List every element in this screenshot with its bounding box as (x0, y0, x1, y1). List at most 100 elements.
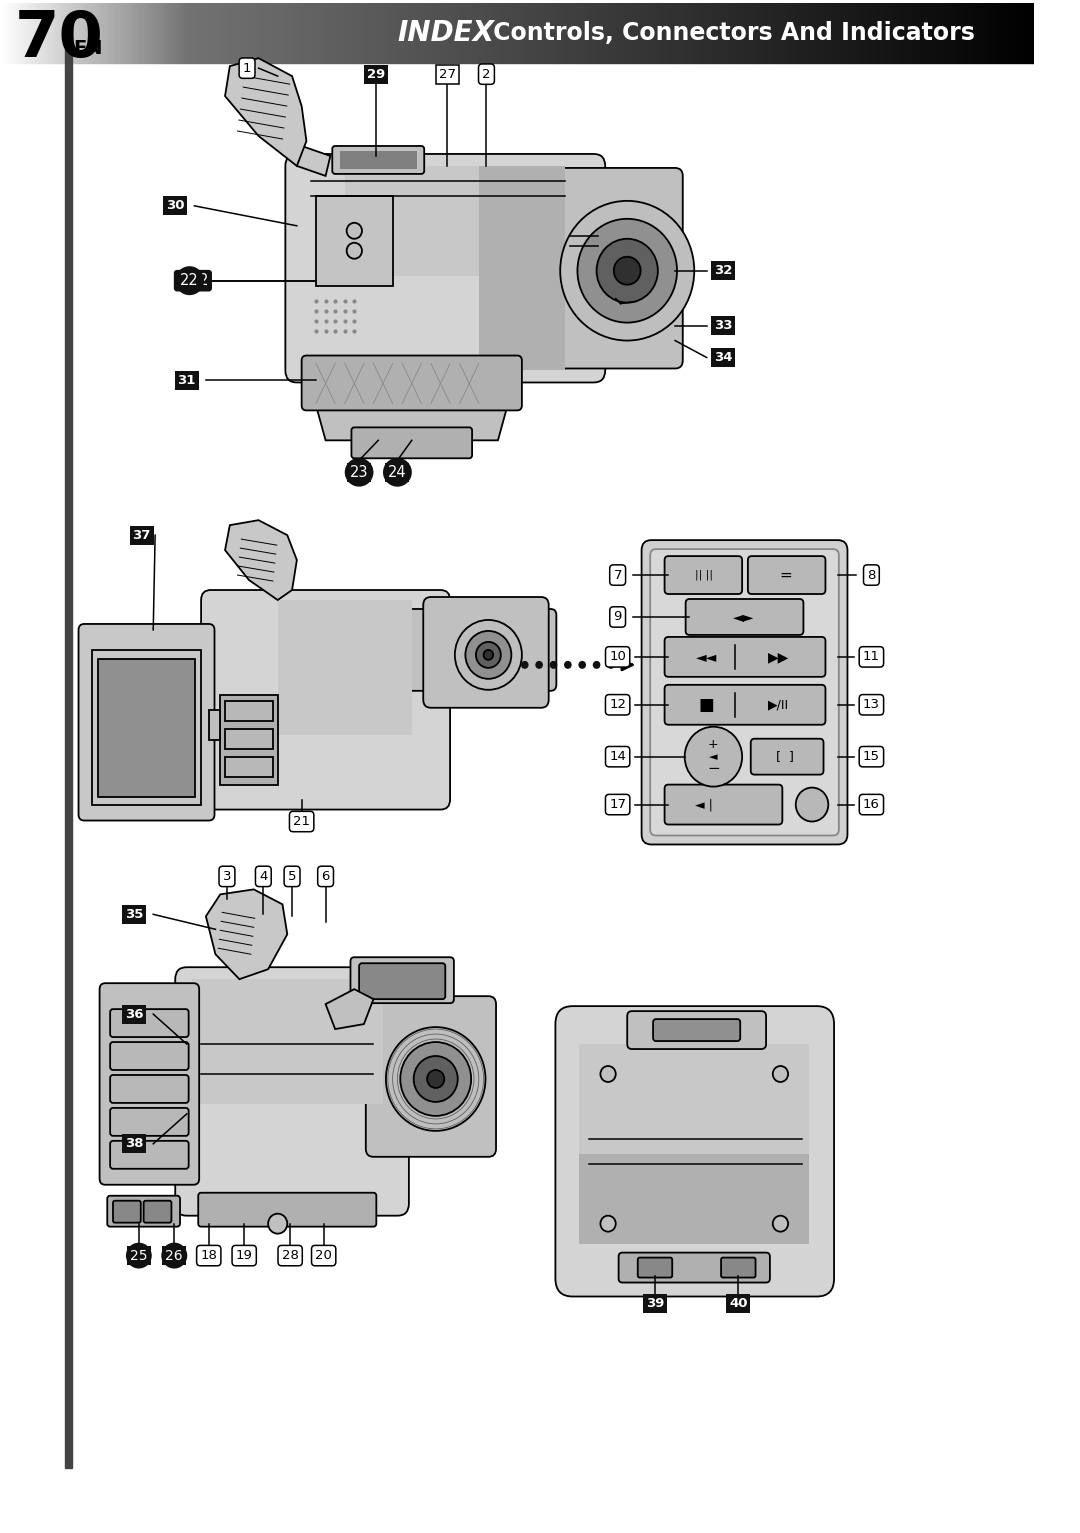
FancyBboxPatch shape (144, 1200, 172, 1223)
Text: ▶/II: ▶/II (768, 698, 789, 711)
Bar (565, 3, 569, 63)
Text: ▶▶: ▶▶ (768, 650, 789, 664)
Text: 25: 25 (130, 1248, 148, 1263)
Bar (44, 3, 49, 63)
Circle shape (607, 661, 615, 668)
Bar (293, 3, 297, 63)
FancyBboxPatch shape (638, 1257, 672, 1277)
Bar (162, 3, 165, 63)
Bar (955, 3, 958, 63)
Bar (993, 3, 996, 63)
Bar (996, 3, 1000, 63)
Bar (113, 3, 118, 63)
Bar (248, 3, 252, 63)
Circle shape (796, 788, 828, 822)
Bar (183, 3, 186, 63)
Bar (893, 3, 896, 63)
Text: 21: 21 (293, 816, 310, 828)
Bar (1017, 3, 1021, 63)
Bar (431, 3, 434, 63)
Bar (507, 3, 510, 63)
Circle shape (386, 1027, 486, 1131)
Bar (225, 728, 273, 748)
Text: || ||: || || (694, 570, 713, 581)
Bar (286, 3, 289, 63)
Bar (134, 3, 138, 63)
Bar (283, 3, 286, 63)
FancyBboxPatch shape (721, 1257, 756, 1277)
Bar (720, 3, 724, 63)
Bar (318, 3, 321, 63)
Bar (593, 3, 596, 63)
Bar (1000, 3, 1003, 63)
Circle shape (561, 201, 694, 340)
FancyBboxPatch shape (555, 1006, 834, 1297)
Bar (697, 3, 700, 63)
Bar (972, 3, 975, 63)
Bar (379, 3, 382, 63)
Bar (297, 3, 300, 63)
Text: 14: 14 (609, 750, 626, 763)
Text: 36: 36 (125, 1007, 144, 1021)
Bar (958, 3, 962, 63)
FancyBboxPatch shape (751, 739, 824, 774)
Bar (176, 3, 179, 63)
Text: 33: 33 (714, 319, 732, 333)
Bar (307, 3, 310, 63)
Bar (387, 3, 390, 63)
Text: 26: 26 (165, 1249, 184, 1262)
Circle shape (347, 242, 362, 259)
Bar (896, 3, 900, 63)
Bar (500, 3, 503, 63)
Bar (549, 3, 552, 63)
FancyBboxPatch shape (110, 1042, 189, 1070)
Bar (1013, 3, 1017, 63)
Bar (706, 3, 711, 63)
Bar (107, 3, 110, 63)
Text: 8: 8 (867, 569, 876, 581)
Bar (910, 3, 914, 63)
FancyBboxPatch shape (650, 549, 839, 835)
Bar (151, 3, 156, 63)
Bar (35, 3, 38, 63)
Bar (335, 3, 338, 63)
Bar (689, 3, 693, 63)
Bar (665, 3, 669, 63)
Text: Controls, Connectors And Indicators: Controls, Connectors And Indicators (486, 21, 975, 44)
FancyBboxPatch shape (359, 963, 445, 1000)
Bar (21, 3, 24, 63)
Circle shape (427, 1070, 444, 1088)
Polygon shape (579, 1044, 809, 1154)
Bar (179, 3, 183, 63)
Bar (731, 3, 734, 63)
Bar (966, 3, 969, 63)
Bar (138, 3, 141, 63)
Circle shape (685, 727, 742, 786)
Bar (845, 3, 848, 63)
Bar (203, 3, 207, 63)
Bar (217, 3, 220, 63)
Bar (514, 3, 517, 63)
Bar (492, 3, 497, 63)
FancyBboxPatch shape (285, 153, 605, 382)
Bar (703, 3, 706, 63)
Bar (79, 3, 83, 63)
Bar (931, 3, 934, 63)
Bar (576, 3, 579, 63)
Circle shape (347, 222, 362, 239)
Bar (489, 3, 492, 63)
FancyBboxPatch shape (333, 146, 424, 173)
FancyBboxPatch shape (664, 685, 825, 725)
Bar (873, 3, 876, 63)
Circle shape (521, 661, 528, 668)
Text: ◄: ◄ (710, 751, 717, 762)
Bar (414, 3, 417, 63)
Bar (208, 710, 220, 740)
Bar (734, 3, 738, 63)
FancyBboxPatch shape (110, 1108, 189, 1136)
Bar (810, 3, 813, 63)
Bar (316, 196, 393, 285)
Bar (445, 3, 448, 63)
Bar (752, 3, 755, 63)
Bar (303, 3, 307, 63)
